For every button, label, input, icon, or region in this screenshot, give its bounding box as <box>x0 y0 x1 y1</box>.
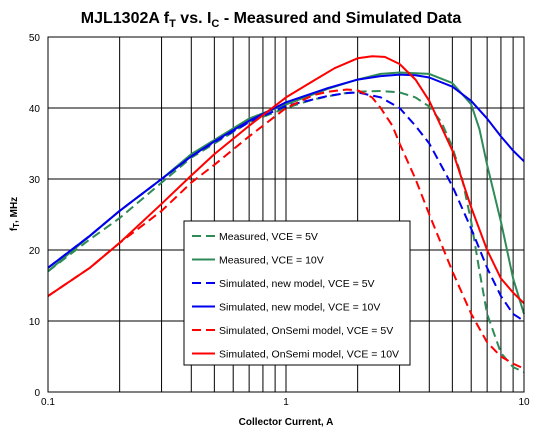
series-line-4 <box>47 73 525 269</box>
y-tick-label: 50 <box>29 33 41 44</box>
tick-labels: 0.1 1 10 0 10 20 30 40 50 <box>29 33 530 408</box>
legend-entry: Simulated, new model, VCE = 10V <box>219 302 380 314</box>
legend-box <box>183 220 411 366</box>
legend-entry: Simulated, OnSemi model, VCE = 5V <box>219 325 393 337</box>
series-line-1 <box>47 90 525 374</box>
x-tick-label: 0.1 <box>41 397 55 408</box>
x-tick-label: 10 <box>518 397 530 408</box>
legend-entry: Measured, VCE = 10V <box>219 255 324 267</box>
chart-title: MJL1302A fT vs. IC - Measured and Simula… <box>81 10 462 30</box>
y-tick-label: 20 <box>29 246 41 257</box>
x-axis-label: Collector Current, A <box>239 417 334 428</box>
legend-entry: Simulated, OnSemi model, VCE = 10V <box>219 349 399 361</box>
y-tick-label: 10 <box>29 317 41 328</box>
series-layer <box>47 55 525 374</box>
y-tick-label: 0 <box>34 388 40 399</box>
y-tick-label: 40 <box>29 104 41 115</box>
series-line-5 <box>47 88 525 370</box>
series-line-6 <box>47 55 525 305</box>
legend: Measured, VCE = 5V Measured, VCE = 10V Sim… <box>183 220 411 366</box>
plot-frame <box>47 36 525 393</box>
x-tick-label: 1 <box>283 397 289 408</box>
y-tick-label: 30 <box>29 175 41 186</box>
y-axis-label: fT, MHz <box>9 197 21 231</box>
legend-entry: Measured, VCE = 5V <box>219 231 318 243</box>
legend-entry: Simulated, new model, VCE = 5V <box>219 278 375 290</box>
